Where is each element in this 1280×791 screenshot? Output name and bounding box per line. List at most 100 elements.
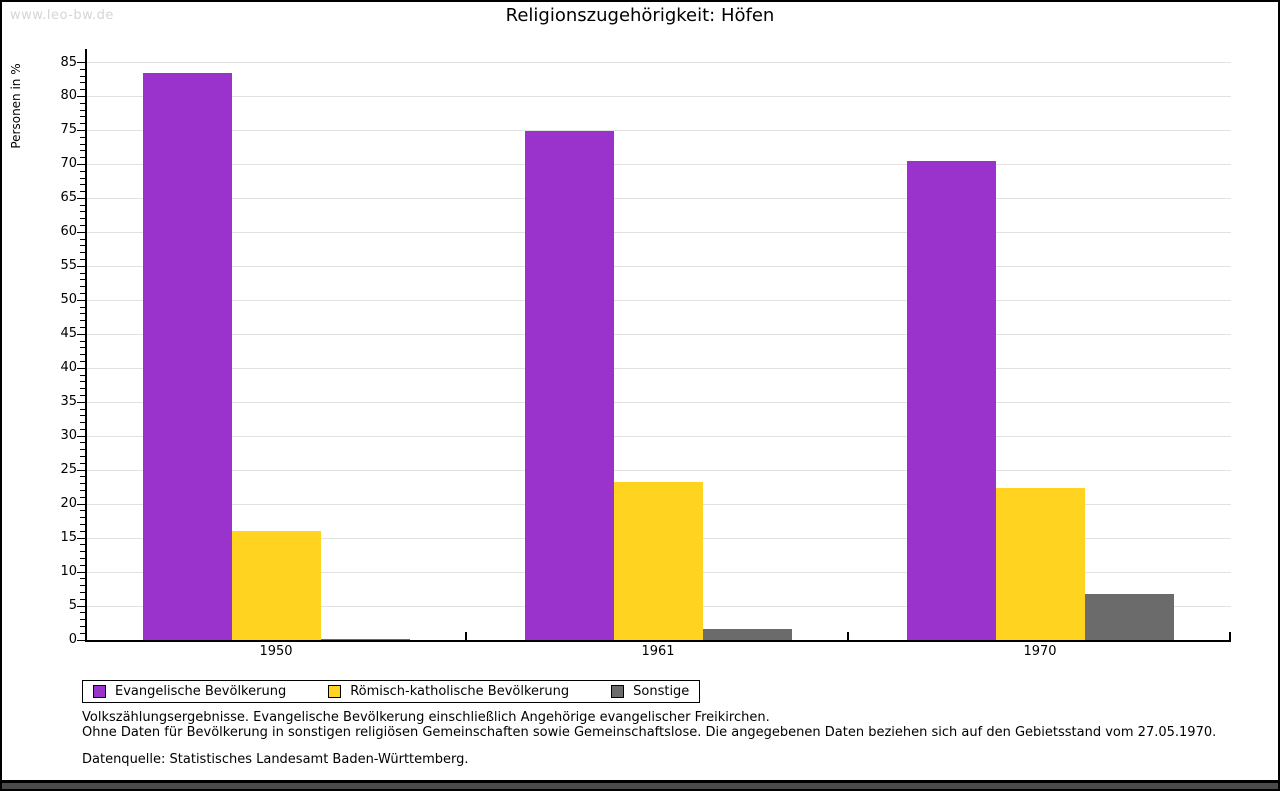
y-tick-mark [80,442,85,444]
y-tick-mark [77,95,85,97]
footnote-line-2: Ohne Daten für Bevölkerung in sonstigen … [82,724,1217,740]
x-tick-mark [1229,632,1231,640]
y-tick-mark [80,320,85,322]
y-axis-line [85,49,87,640]
y-tick-label: 80 [60,88,77,104]
y-tick-mark [77,639,85,641]
y-tick-mark [80,102,85,104]
y-tick-mark [80,524,85,525]
y-tick-label: 70 [60,156,77,172]
y-tick-mark [80,170,85,172]
gridline [87,265,1231,267]
plot-area: 0 5 10 15 20 25 30 35 40 45 50 55 60 65 70 75 80 85 1950 19… [60,49,1231,659]
y-tick-mark [80,184,85,186]
watermark: www.leo-bw.de [10,8,114,23]
y-tick-mark [80,136,85,138]
y-tick-mark [80,612,85,614]
bar-1950-series-0 [142,72,232,640]
y-tick-label: 5 [68,598,77,614]
y-tick-mark [77,537,85,539]
gridline [87,197,1231,199]
legend-label: Sonstige [633,684,690,699]
y-tick-label: 35 [60,394,77,410]
gridline [87,401,1231,403]
y-tick-mark [80,143,85,145]
y-tick-mark [80,456,85,458]
y-axis-label: Personen in % [9,63,23,149]
y-tick-mark [77,299,85,301]
y-tick-mark [80,544,85,546]
legend-item: Evangelische Bevölkerung [93,684,286,699]
y-tick-mark [80,476,85,478]
y-tick-label: 50 [60,292,77,308]
x-tick-mark [465,632,467,640]
x-tick-label: 1950 [259,644,293,659]
data-source: Datenquelle: Statistisches Landesamt Bad… [82,752,469,767]
y-tick-label: 30 [60,428,77,444]
y-tick-mark [80,354,85,356]
legend: Evangelische Bevölkerung Römisch-katholis… [82,680,701,703]
y-tick-mark [80,211,85,213]
y-tick-mark [80,191,85,193]
gridline [87,469,1231,471]
y-tick-mark [80,238,85,240]
y-tick-label: 75 [60,122,77,138]
y-tick-mark [77,435,85,437]
y-tick-mark [80,408,85,410]
y-tick-label: 85 [60,54,77,70]
y-tick-label: 40 [60,360,77,376]
gridline [87,367,1231,369]
y-tick-mark [80,218,85,220]
chart-title: Religionszugehörigkeit: Höfen [505,5,775,26]
bar-1950-series-2 [320,638,410,640]
gridline [87,333,1231,335]
bar-1961-series-0 [524,131,614,640]
y-tick-mark [80,564,85,566]
y-tick-mark [77,231,85,233]
y-tick-mark [80,82,85,84]
y-tick-mark [80,381,85,383]
y-tick-mark [77,401,85,403]
y-tick-mark [80,394,85,396]
y-tick-label: 45 [60,326,77,342]
footnotes: Volkszählungsergebnisse. Evangelische Be… [82,710,1248,768]
y-tick-mark [80,286,85,288]
y-tick-mark [77,503,85,505]
y-tick-mark [77,197,85,199]
x-tick-label: 1961 [641,644,675,659]
y-tick-mark [77,469,85,471]
y-tick-mark [80,578,85,580]
y-tick-label: 60 [60,224,77,240]
y-tick-mark [80,252,85,254]
gridline [87,163,1231,165]
y-tick-mark [80,150,85,152]
y-tick-mark [77,333,85,335]
y-tick-mark [80,483,85,485]
legend-label: Römisch-katholische Bevölkerung [350,684,570,699]
y-tick-mark [80,123,85,125]
y-tick-mark [80,517,85,519]
bottom-border-bar [2,780,1278,789]
bar-1961-series-1 [613,481,703,640]
y-tick-mark [80,591,85,593]
y-tick-mark [80,116,85,118]
legend-item: Sonstige [611,684,689,699]
y-tick-mark [77,62,85,63]
y-tick-mark [80,293,85,294]
y-tick-mark [80,632,85,634]
y-tick-mark [80,625,85,627]
gridline [87,231,1231,233]
y-tick-mark [77,571,85,573]
y-tick-mark [80,177,85,179]
y-tick-label: 15 [60,530,77,546]
y-tick-mark [77,367,85,369]
legend-label: Evangelische Bevölkerung [115,684,287,699]
bar-1961-series-2 [702,629,792,640]
y-tick-mark [80,428,85,430]
y-tick-mark [80,272,85,274]
y-tick-mark [80,259,85,261]
y-tick-mark [80,585,85,587]
gridline [87,95,1231,97]
y-tick-mark [80,449,85,451]
